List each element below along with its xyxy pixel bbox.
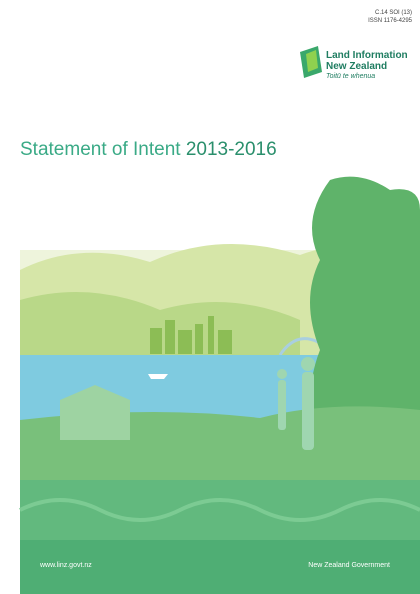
logo-tagline: Toitū te whenua: [326, 73, 375, 80]
illustration: [20, 177, 420, 594]
footer-government: New Zealand Government: [308, 562, 390, 569]
title-text: Statement of Intent: [20, 139, 181, 160]
footer-url: www.linz.govt.nz: [39, 562, 92, 569]
logo-mark-inner: [306, 50, 318, 72]
cover: C.14 SOI (13) ISSN 1176-4295 Land Inform…: [0, 0, 420, 594]
logo-line1: Land Information: [326, 50, 408, 61]
logo: Land Information New Zealand Toitū te wh…: [300, 46, 408, 80]
title: Statement of Intent 2013-2016: [20, 139, 277, 160]
pattern-band: [20, 480, 420, 540]
doc-code: C.14 SOI (13): [375, 10, 412, 16]
logo-line2: New Zealand: [326, 61, 387, 72]
page: C.14 SOI (13) ISSN 1176-4295 Land Inform…: [0, 0, 420, 594]
issn: ISSN 1176-4295: [368, 18, 413, 24]
title-years: 2013-2016: [186, 139, 277, 160]
